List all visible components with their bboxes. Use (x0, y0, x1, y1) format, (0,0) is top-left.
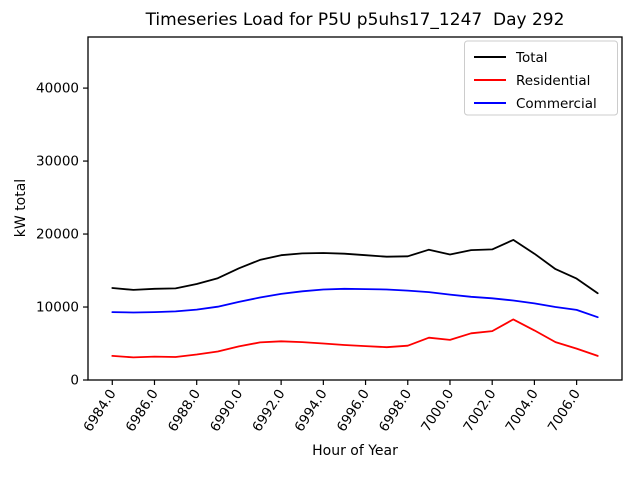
x-axis-tick-label: 6990.0 (207, 386, 246, 434)
legend-label-commercial: Commercial (516, 96, 597, 112)
y-axis-tick-label: 30000 (36, 154, 79, 170)
series-line-total (111, 238, 599, 295)
y-axis-label: kW total (13, 178, 29, 238)
legend-box (464, 40, 618, 116)
x-axis-label: Hour of Year (312, 443, 398, 459)
y-axis-tick-label: 20000 (36, 227, 79, 243)
legend-label-total: Total (515, 50, 548, 66)
y-axis-tick-label: 0 (70, 373, 79, 389)
x-axis-tick-label: 6984.0 (80, 386, 119, 434)
series-line-residential (111, 318, 599, 359)
x-axis-tick-label: 6994.0 (292, 386, 331, 434)
x-axis-tick-label: 7000.0 (418, 386, 457, 434)
x-axis-tick-label: 6986.0 (123, 386, 162, 434)
series-line-commercial (111, 287, 599, 319)
legend-label-residential: Residential (516, 73, 590, 89)
chart-title: Timeseries Load for P5U p5uhs17_1247 Day… (145, 10, 565, 30)
x-axis-tick-label: 6996.0 (334, 386, 373, 434)
x-axis-tick-label: 7004.0 (503, 386, 542, 434)
y-axis-tick-label: 10000 (36, 300, 79, 316)
x-axis-tick-label: 6992.0 (249, 386, 288, 434)
x-axis-tick-label: 7002.0 (460, 386, 499, 434)
x-axis-tick-label: 6988.0 (165, 386, 204, 434)
x-axis-tick-label: 7006.0 (545, 386, 584, 434)
x-axis-tick-label: 6998.0 (376, 386, 415, 434)
y-axis-tick-label: 40000 (36, 81, 79, 97)
